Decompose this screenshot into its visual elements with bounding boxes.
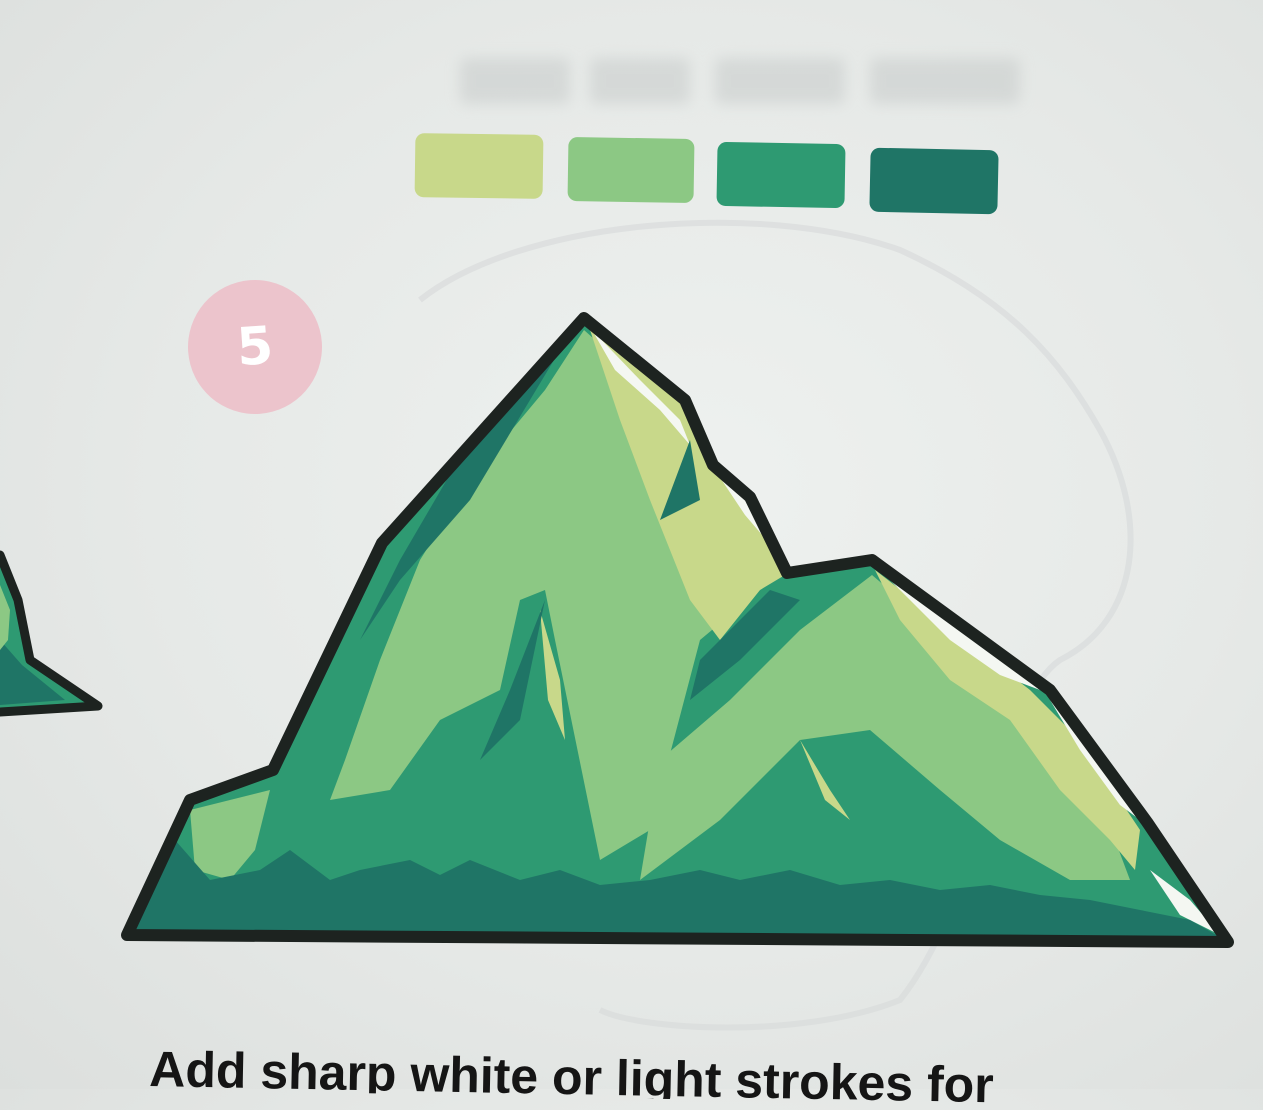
mountain-outline <box>121 312 1234 948</box>
faint-sketch-outline <box>418 219 1134 1031</box>
main-mountain <box>121 312 1234 948</box>
faded-background-heading <box>450 40 1050 120</box>
mountain-shadow-base <box>135 840 1225 940</box>
light-stroke <box>1150 870 1220 935</box>
previous-step-mountain <box>0 550 103 717</box>
light-stroke <box>592 330 690 445</box>
